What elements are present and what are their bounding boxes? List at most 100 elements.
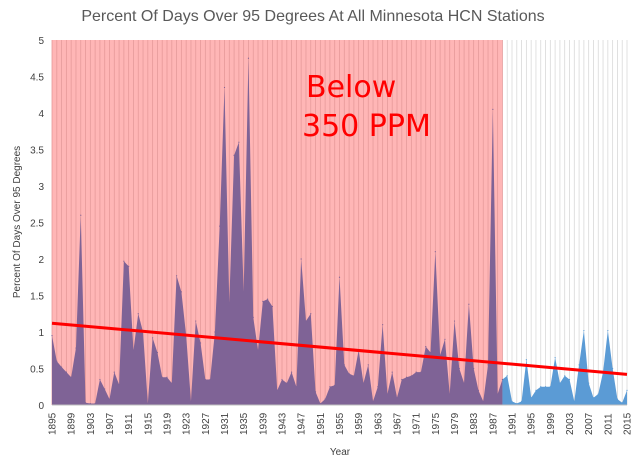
data-point-1989	[501, 378, 504, 381]
y-tick-label: 0	[38, 401, 44, 412]
data-point-1990	[506, 375, 508, 377]
x-tick-label: 1907	[105, 412, 116, 435]
data-point-1999	[549, 386, 551, 388]
trend-line	[51, 321, 628, 376]
x-tick-label: 1959	[354, 412, 365, 435]
data-point-1970	[410, 375, 412, 377]
data-point-1998	[544, 386, 547, 388]
data-point-1946	[295, 386, 297, 388]
data-point-1943	[281, 378, 283, 381]
data-point-1931	[223, 86, 226, 89]
data-point-1904	[94, 402, 96, 405]
x-tick-label: 1915	[143, 412, 154, 435]
data-point-1937	[252, 316, 254, 318]
data-point-1967	[396, 397, 398, 399]
data-point-1973	[425, 346, 427, 348]
data-point-2004	[573, 400, 575, 402]
y-tick-label: 2.5	[30, 219, 44, 230]
y-axis-label: Percent Of Days Over 95 Degrees	[12, 146, 23, 298]
x-tick-label: 1899	[67, 412, 78, 435]
data-point-1980	[458, 367, 460, 370]
data-point-1972	[420, 371, 422, 373]
data-point-1991	[511, 400, 513, 402]
data-point-1895	[51, 335, 53, 337]
data-point-1938	[257, 349, 259, 351]
data-point-2011	[607, 329, 609, 332]
annotation-line-1: Below	[306, 70, 396, 105]
x-tick-label: 1963	[373, 412, 384, 435]
data-point-1908	[113, 371, 115, 373]
data-point-1927	[204, 378, 206, 381]
data-point-1992	[516, 402, 518, 405]
x-tick-label: 1903	[86, 412, 97, 435]
data-point-1956	[343, 364, 345, 366]
x-tick-label: 1971	[412, 412, 423, 435]
x-tick-label: 1931	[220, 412, 231, 435]
y-tick-label: 0.5	[30, 365, 44, 376]
y-tick-label: 1.5	[30, 292, 44, 303]
data-point-1918	[161, 376, 163, 378]
data-point-1940	[267, 298, 269, 300]
data-point-2008	[592, 397, 595, 399]
x-tick-label: 1991	[508, 412, 519, 435]
data-point-1913	[137, 313, 139, 315]
data-point-1955	[338, 276, 341, 278]
data-point-1976	[439, 354, 441, 356]
data-point-1957	[348, 373, 350, 375]
data-point-1984	[477, 389, 480, 391]
data-point-1978	[449, 393, 451, 395]
data-point-2015	[626, 389, 628, 391]
data-point-1997	[540, 386, 542, 388]
data-point-1912	[132, 349, 135, 351]
data-point-1903	[89, 402, 91, 405]
data-point-1929	[214, 331, 216, 333]
data-point-1987	[492, 108, 494, 110]
y-tick-label: 3.5	[30, 146, 44, 157]
data-point-1985	[482, 400, 484, 402]
data-point-1996	[535, 389, 537, 391]
x-tick-label: 1995	[527, 412, 538, 435]
x-tick-label: 1923	[182, 412, 193, 435]
x-tick-label: 1955	[335, 412, 346, 435]
x-tick-label: 1919	[163, 412, 174, 435]
x-tick-label: 1967	[393, 412, 404, 435]
data-point-1941	[271, 305, 274, 308]
data-point-1906	[104, 388, 106, 390]
data-point-1994	[525, 359, 527, 361]
data-point-1983	[473, 367, 475, 370]
x-tick-label: 1927	[201, 412, 212, 435]
data-point-1924	[190, 400, 192, 402]
data-point-1965	[386, 393, 389, 395]
data-point-1930	[219, 225, 221, 227]
data-point-1917	[156, 351, 159, 354]
x-axis-ticks: 1895 1899 1903 1907 1911 1915 1919 1923 1927 1931…	[48, 412, 634, 435]
data-point-1898	[65, 371, 67, 373]
data-point-1911	[128, 265, 130, 267]
data-point-1909	[118, 383, 120, 386]
data-point-1926	[199, 342, 202, 344]
data-point-1958	[353, 375, 355, 377]
area-after-350ppm	[502, 330, 627, 405]
x-tick-label: 1999	[546, 412, 557, 435]
x-tick-label: 2007	[584, 412, 595, 435]
data-point-1922	[180, 291, 182, 293]
data-point-1962	[372, 400, 374, 402]
y-tick-label: 2	[38, 255, 44, 266]
data-point-2013	[616, 398, 619, 400]
data-point-1933	[233, 154, 235, 156]
data-point-1900	[75, 347, 77, 349]
data-point-1916	[152, 337, 154, 339]
data-point-2003	[568, 378, 571, 381]
data-point-1969	[405, 376, 408, 378]
data-point-1899	[70, 376, 72, 378]
data-point-1975	[434, 251, 436, 253]
data-point-1949	[310, 313, 312, 315]
data-point-2001	[559, 382, 561, 384]
data-point-1964	[382, 324, 384, 326]
data-point-1979	[453, 320, 456, 322]
data-point-1915	[147, 402, 149, 405]
data-point-1954	[334, 384, 336, 386]
data-point-1971	[415, 371, 417, 373]
data-point-1960	[362, 382, 365, 384]
